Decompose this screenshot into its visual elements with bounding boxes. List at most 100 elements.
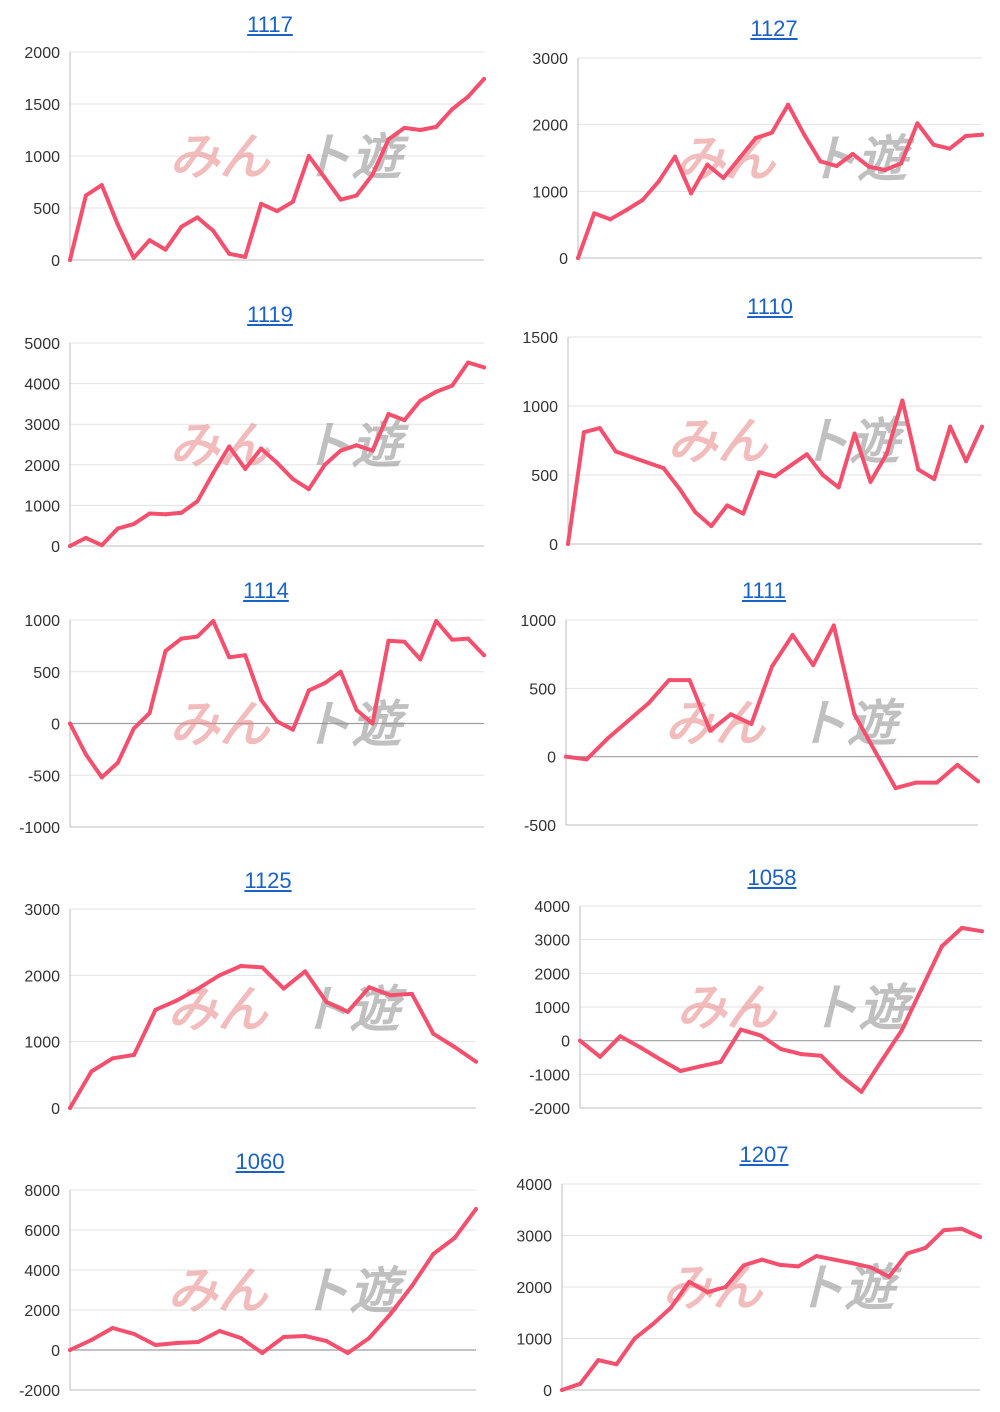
watermark-logo-left: みん [676,979,778,1037]
data-point [899,161,904,166]
watermark-logo-left: みん [675,130,777,188]
chart-title-link[interactable]: 1114 [243,578,289,603]
data-point [919,986,924,991]
data-point [759,1257,764,1262]
data-point [354,443,359,448]
data-point [68,721,72,726]
data-point [802,132,807,137]
data-point [576,256,580,260]
data-point [916,467,921,472]
y-tick-label: 3000 [534,933,570,950]
data-point [578,1038,582,1043]
data-point [474,1059,478,1064]
data-point [354,193,359,198]
data-point [89,1338,94,1342]
y-tick-label: 4000 [516,1177,552,1194]
data-point [322,462,327,467]
watermark-logo-left: みん [662,1259,764,1317]
data-point [367,1336,372,1340]
data-point [99,775,104,780]
data-point [667,678,671,683]
data-point [758,1033,763,1038]
data-point [275,460,279,465]
data-point [976,779,980,784]
y-tick-label: 1000 [516,1332,552,1349]
data-point [324,1339,329,1343]
data-point [584,757,589,762]
data-point [820,473,825,477]
chart-title-link[interactable]: 1111 [741,578,787,603]
data-point [980,424,984,429]
y-tick-label: 1000 [24,498,60,515]
data-point [402,639,407,644]
data-point [596,1358,601,1363]
data-point [749,721,754,726]
data-point [115,526,120,531]
data-point [409,1284,414,1288]
data-point [850,152,855,156]
data-point [345,1009,350,1014]
y-tick-label: 3000 [532,51,568,68]
chart-title-link[interactable]: 1117 [247,12,293,37]
data-point [466,360,471,365]
data-point [773,474,777,479]
data-point [905,1251,910,1256]
y-tick-label: 1500 [522,330,558,347]
data-point [434,389,439,394]
data-point [243,254,248,259]
data-point [814,1254,819,1259]
data-point [338,448,343,453]
data-point [866,164,871,169]
data-point [934,780,939,785]
data-point [605,736,610,741]
data-point [370,172,375,177]
data-point [418,657,423,662]
chart-title-link[interactable]: 1060 [235,1149,285,1174]
data-point [303,1334,308,1338]
data-point [955,762,960,767]
y-tick-label: 2000 [516,1280,552,1297]
chart-title-link[interactable]: 1207 [739,1142,789,1167]
data-point [661,466,666,471]
data-point [839,1074,844,1079]
chart-title-link[interactable]: 1058 [747,865,797,890]
data-point [632,1336,637,1341]
data-point [147,511,152,516]
data-point [941,1228,946,1233]
data-point [153,1007,158,1012]
data-point [211,619,216,624]
y-tick-label: 0 [51,1343,60,1360]
y-tick-label: -2000 [529,1101,570,1118]
chart-title-link[interactable]: 1127 [750,16,798,41]
data-point [179,636,184,641]
data-point [370,721,375,726]
y-tick-label: 500 [531,468,558,485]
data-point [852,712,857,717]
data-point [163,512,168,517]
chart-title-link[interactable]: 1110 [747,294,793,319]
data-point [811,663,816,668]
chart-title-link[interactable]: 1119 [247,302,293,327]
data-point [354,708,359,713]
data-point [259,697,264,702]
y-tick-label: 0 [51,717,60,734]
data-point [386,638,391,643]
data-point [338,669,343,674]
data-point [788,463,793,468]
data-point [196,986,201,991]
data-point [786,102,791,107]
data-point [893,786,898,791]
data-point [964,459,969,464]
data-point [147,711,152,716]
data-point [195,499,200,504]
data-point [345,1351,350,1355]
chart-title-link[interactable]: 1125 [244,868,292,893]
y-tick-label: 1000 [534,1000,570,1017]
data-point [68,1106,72,1110]
data-point [259,446,264,451]
data-point [466,636,471,641]
